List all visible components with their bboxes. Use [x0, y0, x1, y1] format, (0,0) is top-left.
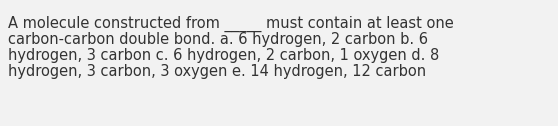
Text: A molecule constructed from _____ must contain at least one: A molecule constructed from _____ must c… — [8, 16, 454, 32]
Text: carbon-carbon double bond. a. 6 hydrogen, 2 carbon b. 6: carbon-carbon double bond. a. 6 hydrogen… — [8, 32, 428, 47]
Text: hydrogen, 3 carbon c. 6 hydrogen, 2 carbon, 1 oxygen d. 8: hydrogen, 3 carbon c. 6 hydrogen, 2 carb… — [8, 48, 439, 63]
Text: hydrogen, 3 carbon, 3 oxygen e. 14 hydrogen, 12 carbon: hydrogen, 3 carbon, 3 oxygen e. 14 hydro… — [8, 64, 426, 79]
